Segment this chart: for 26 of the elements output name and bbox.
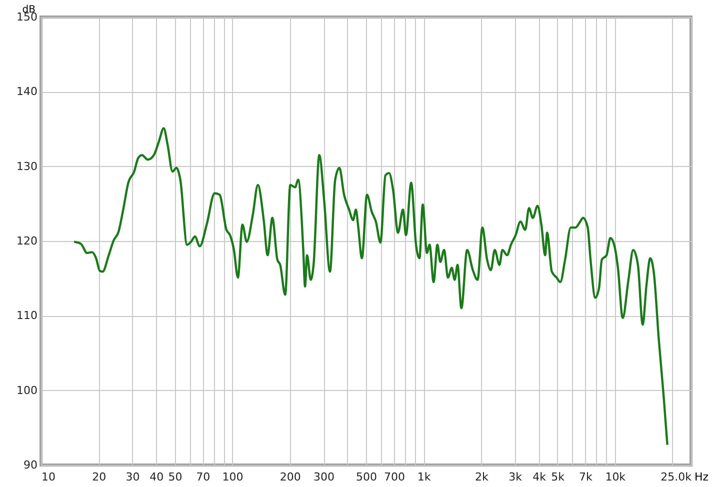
y-tick-label: 120 [16, 234, 38, 248]
x-tick-label: 2k [474, 470, 489, 484]
y-tick-label: 110 [16, 309, 38, 322]
x-tick-label: 50 [168, 470, 182, 484]
x-tick-label: 30 [126, 470, 140, 484]
x-tick-label: 25.0k [660, 470, 692, 484]
x-tick-label: 40 [150, 470, 164, 484]
x-tick-label: 4k [532, 470, 547, 484]
x-tick-label: 100 [222, 470, 244, 484]
y-tick-label: 130 [16, 160, 38, 173]
x-tick-label: 5k [551, 470, 566, 484]
x-tick-label: 10 [42, 470, 56, 484]
x-tick-label: 7k [579, 470, 594, 484]
x-tick-label: 1k [417, 470, 432, 484]
y-tick-label: 90 [24, 458, 38, 472]
x-tick-label: 20 [92, 470, 106, 484]
x-tick-label: 500 [356, 470, 377, 484]
x-tick-label: 70 [196, 470, 210, 484]
x-tick-label: 200 [280, 470, 301, 484]
x-tick-label: 700 [384, 470, 405, 484]
x-tick-label: 300 [314, 470, 335, 484]
y-tick-label: 100 [16, 384, 38, 397]
x-axis-title: Hz [694, 470, 709, 484]
y-tick-label: 140 [16, 85, 38, 98]
x-tick-label: 10k [605, 470, 626, 484]
x-tick-label: 3k [508, 470, 523, 484]
